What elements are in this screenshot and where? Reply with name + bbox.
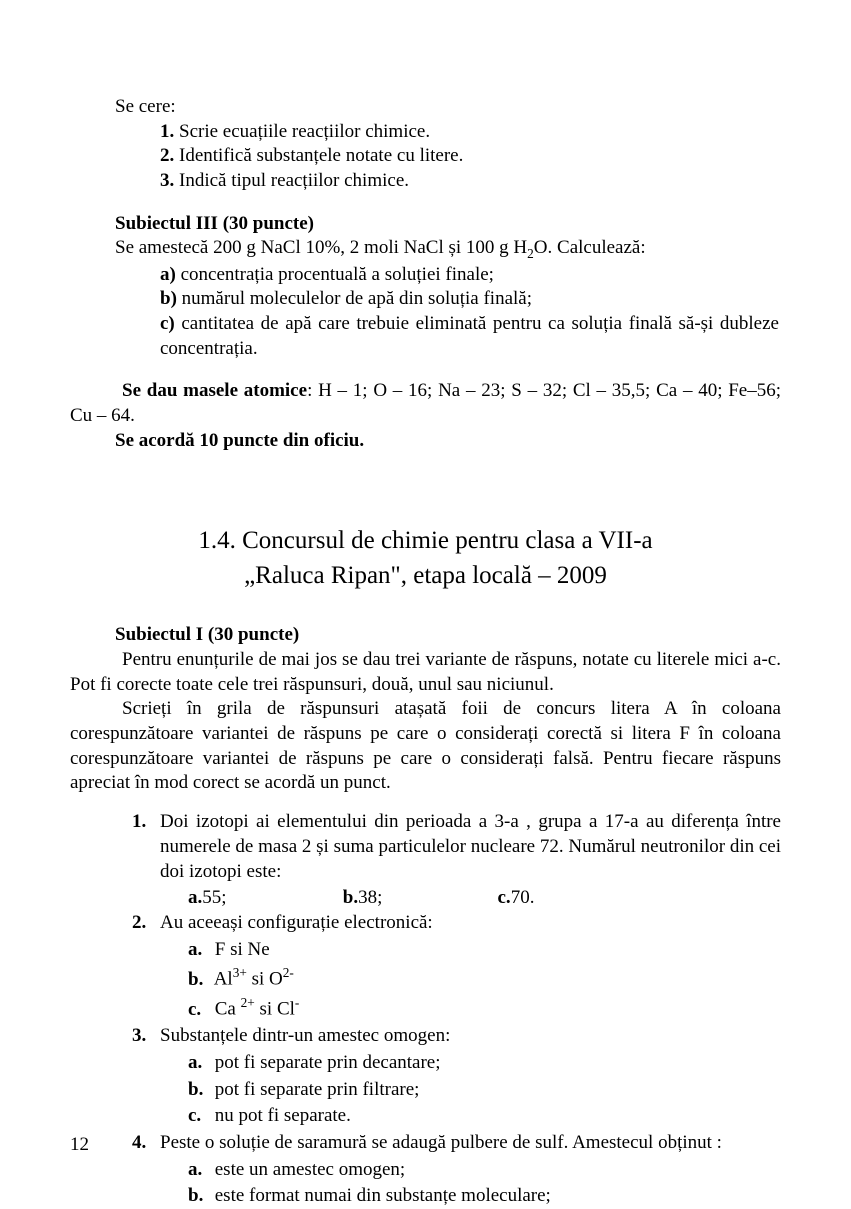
sub3-intro: Se amestecă 200 g NaCl 10%, 2 moli NaCl … xyxy=(115,236,781,262)
q1-num: 1. xyxy=(132,810,160,884)
q2-c-label: c. xyxy=(188,998,210,1023)
req-item-1: 1. Scrie ecuațiile reacțiilor chimice. xyxy=(160,120,781,145)
sub1-p2: Scrieți în grila de răspunsuri atașată f… xyxy=(70,697,781,796)
req-2-text: Identifică substanțele notate cu litere. xyxy=(174,145,463,166)
q2-b-sup2: 2- xyxy=(283,965,294,980)
q2-a: a. F si Ne xyxy=(188,938,781,963)
q1-b-val: 38; xyxy=(358,886,382,911)
q3-b-val: pot fi separate prin filtrare; xyxy=(210,1079,419,1100)
req-1-text: Scrie ecuațiile reacțiilor chimice. xyxy=(174,121,430,142)
q2-c-sup1: 2+ xyxy=(241,995,255,1010)
q3-a-val: pot fi separate prin decantare; xyxy=(210,1052,441,1073)
q3-c-val: nu pot fi separate. xyxy=(210,1105,351,1126)
sub3-c: c) cantitatea de apă care trebuie elimin… xyxy=(160,312,781,361)
oficiu-line: Se acordă 10 puncte din oficiu. xyxy=(115,429,781,454)
req-item-3: 3. Indică tipul reacțiilor chimice. xyxy=(160,169,781,194)
q3-a-label: a. xyxy=(188,1051,210,1076)
title-block: 1.4. Concursul de chimie pentru clasa a … xyxy=(70,523,781,593)
q2-num: 2. xyxy=(132,911,160,936)
q4-b: b. este format numai din substanțe molec… xyxy=(188,1184,781,1209)
q3-b: b. pot fi separate prin filtrare; xyxy=(188,1078,781,1103)
req-2-num: 2. xyxy=(160,145,174,166)
sub3-a-label: a) xyxy=(160,264,176,285)
req-item-2: 2. Identifică substanțele notate cu lite… xyxy=(160,144,781,169)
question-list: 1. Doi izotopi ai elementului din perioa… xyxy=(70,810,781,1209)
sub3-intro-after: O. Calculează: xyxy=(534,237,646,258)
q2-c-pre: Ca xyxy=(210,999,241,1020)
q2-b-mid: si O xyxy=(247,969,283,990)
q4-a: a. este un amestec omogen; xyxy=(188,1158,781,1183)
sub3-a: a) concentrația procentuală a soluției f… xyxy=(160,263,781,288)
q3-c-label: c. xyxy=(188,1104,210,1129)
q4-b-val: este format numai din substanțe molecula… xyxy=(210,1185,551,1206)
req-3-text: Indică tipul reacțiilor chimice. xyxy=(174,170,409,191)
q3-num: 3. xyxy=(132,1024,160,1049)
q1: 1. Doi izotopi ai elementului din perioa… xyxy=(70,810,781,884)
q1-c-val: 70. xyxy=(511,886,535,911)
sub1-p1: Pentru enunțurile de mai jos se dau trei… xyxy=(70,648,781,697)
q2-c-mid: si Cl xyxy=(255,999,295,1020)
sub3-c-label: c) xyxy=(160,313,175,334)
q2: 2. Au aceeași configurație electronică: xyxy=(70,911,781,936)
page: Se cere: 1. Scrie ecuațiile reacțiilor c… xyxy=(0,0,851,1200)
q4: 4. Peste o soluție de saramură se adaugă… xyxy=(70,1131,781,1156)
q4-a-label: a. xyxy=(188,1158,210,1183)
masses-line: Se dau masele atomice: H – 1; O – 16; Na… xyxy=(70,379,781,428)
sub3-a-text: concentrația procentuală a soluției fina… xyxy=(176,264,494,285)
sub3-c-text: cantitatea de apă care trebuie eliminată… xyxy=(160,313,779,359)
q4-num: 4. xyxy=(132,1131,160,1156)
sub3-heading: Subiectul III (30 puncte) xyxy=(115,212,781,237)
masses-label: Se dau masele atomice xyxy=(122,380,307,401)
q1-b-label: b. xyxy=(343,886,358,911)
q2-b: b. Al3+ si O2- xyxy=(188,964,781,992)
q3-a: a. pot fi separate prin decantare; xyxy=(188,1051,781,1076)
sub3-b-label: b) xyxy=(160,288,177,309)
q2-c-sup2: - xyxy=(295,995,299,1010)
q2-b-pre: Al xyxy=(210,969,233,990)
q1-text: Doi izotopi ai elementului din perioada … xyxy=(160,810,781,884)
q1-c-label: c. xyxy=(498,886,511,911)
page-number: 12 xyxy=(70,1133,89,1158)
q3-b-label: b. xyxy=(188,1078,210,1103)
sub1-heading: Subiectul I (30 puncte) xyxy=(115,623,781,648)
q2-a-label: a. xyxy=(188,938,210,963)
q3-c: c. nu pot fi separate. xyxy=(188,1104,781,1129)
sub3-intro-before: Se amestecă 200 g NaCl 10%, 2 moli NaCl … xyxy=(115,237,527,258)
q1-a-label: a. xyxy=(188,886,202,911)
q1-a-val: 55; xyxy=(202,886,226,911)
title-line-1: 1.4. Concursul de chimie pentru clasa a … xyxy=(70,523,781,558)
q2-b-sup1: 3+ xyxy=(233,965,247,980)
sub3-h2o-sub: 2 xyxy=(527,246,534,261)
q4-text: Peste o soluție de saramură se adaugă pu… xyxy=(160,1131,781,1156)
q1-options: a. 55; b. 38; c. 70. xyxy=(188,886,781,911)
q2-b-label: b. xyxy=(188,968,210,993)
sub3-b: b) numărul moleculelor de apă din soluți… xyxy=(160,287,781,312)
q2-a-val: F si Ne xyxy=(210,939,270,960)
q2-c: c. Ca 2+ si Cl- xyxy=(188,994,781,1022)
q4-b-label: b. xyxy=(188,1184,210,1209)
q4-a-val: este un amestec omogen; xyxy=(210,1159,405,1180)
q2-text: Au aceeași configurație electronică: xyxy=(160,911,781,936)
title-line-2: „Raluca Ripan", etapa locală – 2009 xyxy=(70,558,781,593)
req-1-num: 1. xyxy=(160,121,174,142)
sub3-b-text: numărul moleculelor de apă din soluția f… xyxy=(177,288,532,309)
q3-text: Substanțele dintr-un amestec omogen: xyxy=(160,1024,781,1049)
se-cere-label: Se cere: xyxy=(115,95,781,120)
req-3-num: 3. xyxy=(160,170,174,191)
q3: 3. Substanțele dintr-un amestec omogen: xyxy=(70,1024,781,1049)
